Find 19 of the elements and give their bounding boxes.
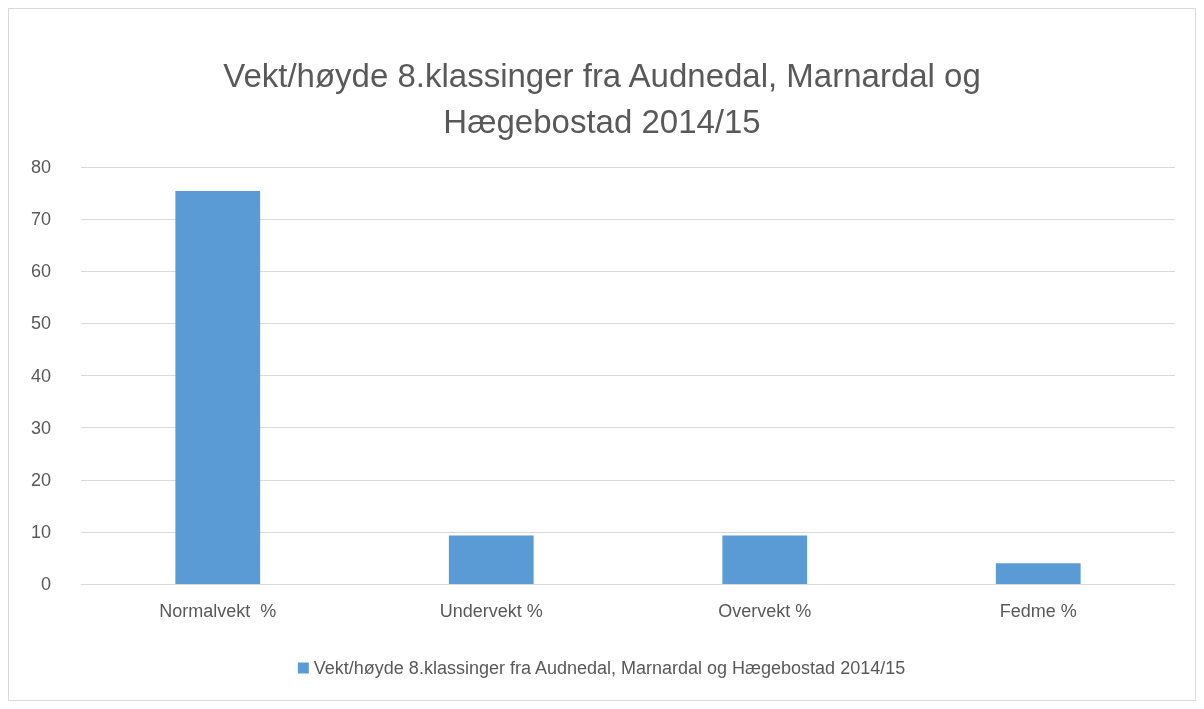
y-tick-label: 30 [30, 417, 51, 438]
y-tick-label: 0 [40, 574, 51, 594]
x-tick-label: Undervekt % [439, 601, 543, 621]
legend-label: Vekt/høyde 8.klassinger fra Audnedal, Marnardal og Hægebostad 2014/15 [313, 658, 906, 678]
y-tick-label: 70 [30, 209, 51, 230]
y-tick-label: 80 [30, 157, 51, 177]
x-tick-label: Overvekt % [718, 601, 812, 621]
bar [995, 563, 1081, 584]
y-tick-label: 50 [30, 313, 51, 334]
y-tick-label: 60 [30, 261, 51, 282]
bar [448, 535, 534, 584]
x-tick-label: Fedme % [999, 601, 1077, 621]
bar [722, 535, 808, 584]
y-tick-label: 10 [30, 521, 51, 542]
y-tick-label: 40 [30, 365, 51, 386]
x-tick-label: Normalvekt % [159, 601, 277, 621]
bar [175, 190, 261, 584]
y-tick-label: 20 [30, 469, 51, 490]
chart-title: Vekt/høyde 8.klassinger fra Audnedal, Marnardal og Hægebostad 2014/15 [223, 56, 981, 140]
